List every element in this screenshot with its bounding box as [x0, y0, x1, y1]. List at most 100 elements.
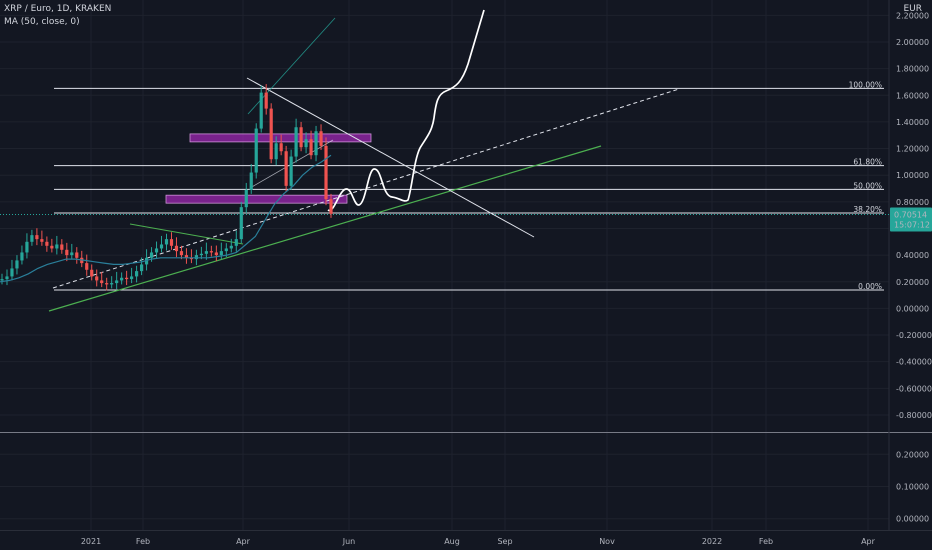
- x-axis-tick-label: Apr: [236, 537, 251, 546]
- candle-body: [179, 251, 184, 256]
- candle: [179, 245, 184, 260]
- candle: [239, 201, 243, 244]
- last-price-tag: [890, 207, 932, 232]
- candle-body: [214, 252, 218, 256]
- candle: [35, 228, 39, 246]
- candle-body: [234, 239, 238, 246]
- y-axis-tick-label: 1.60000: [896, 91, 929, 100]
- candle: [5, 269, 9, 286]
- candle: [90, 264, 94, 281]
- candle-body: [60, 244, 64, 250]
- candle: [299, 121, 303, 152]
- candle-body: [194, 255, 199, 260]
- y-axis-tick-label: 2.00000: [896, 38, 929, 47]
- candle-body: [229, 245, 233, 249]
- candle-body: [35, 235, 39, 240]
- candle: [274, 136, 278, 166]
- y-axis-tick-label: 1.20000: [896, 145, 929, 154]
- candle-body: [174, 245, 179, 252]
- candle: [254, 123, 258, 179]
- candle: [0, 273, 4, 285]
- candle-body: [239, 207, 243, 240]
- candle-body: [50, 245, 54, 249]
- candle-body: [25, 241, 29, 253]
- candle-body: [110, 283, 114, 285]
- candle-body: [279, 143, 283, 152]
- y-axis-tick-label: 0.20000: [896, 278, 929, 287]
- candle-body: [324, 145, 328, 200]
- candle-body: [294, 127, 298, 157]
- rising-support-trendline: [48, 145, 602, 312]
- candle-body: [284, 151, 288, 186]
- candle-body: [189, 257, 194, 260]
- candle: [100, 271, 104, 288]
- candle: [154, 241, 159, 259]
- candle-body: [264, 92, 268, 109]
- candle: [264, 84, 268, 115]
- candle: [65, 242, 69, 262]
- candle: [294, 118, 298, 163]
- x-axis-tick-label: 2022: [702, 537, 722, 546]
- y-axis-tick-label: 0.10000: [896, 483, 929, 492]
- candle-body: [289, 156, 293, 186]
- candle-body: [70, 252, 74, 256]
- candle-body: [55, 244, 59, 249]
- candle-body: [269, 108, 273, 160]
- fib-level-label: 38.20%: [853, 205, 882, 214]
- candle: [134, 265, 139, 283]
- legend-ma[interactable]: MA (50, close, 0): [4, 17, 80, 27]
- candle-body: [45, 241, 49, 246]
- y-axis-tick-label: 0.40000: [896, 251, 929, 260]
- candle: [125, 270, 129, 286]
- candle: [159, 235, 164, 253]
- candle-body: [219, 251, 223, 256]
- candle: [60, 239, 64, 254]
- candle-body: [314, 131, 318, 156]
- small-trendline: [129, 223, 244, 245]
- candle: [204, 242, 208, 260]
- last-price-value: 0.70514: [894, 210, 927, 219]
- candle-body: [204, 251, 208, 254]
- candle: [184, 248, 189, 264]
- legend-symbol[interactable]: XRP / Euro, 1D, KRAKEN: [4, 4, 112, 14]
- candle-body: [244, 189, 248, 208]
- y-axis-tick-label: -0.40000: [896, 358, 932, 367]
- y-axis-tick-label: 0.00000: [896, 304, 929, 313]
- candle-body: [184, 255, 189, 258]
- y-axis-tick-label: 2.20000: [896, 11, 929, 20]
- candle-body: [144, 257, 149, 265]
- candle-body: [130, 276, 134, 280]
- candle: [289, 149, 293, 190]
- x-axis-tick-label: Feb: [136, 537, 150, 546]
- bar-countdown: 15:07:12: [894, 220, 930, 229]
- candle-body: [90, 269, 94, 277]
- candle: [329, 193, 333, 218]
- candle-body: [309, 139, 313, 156]
- candle-body: [329, 199, 333, 214]
- candle: [30, 229, 34, 246]
- candle-body: [20, 252, 24, 261]
- candle-body: [15, 260, 19, 269]
- x-axis-tick-label: 2021: [81, 537, 101, 546]
- candle: [50, 238, 54, 253]
- candle: [284, 145, 288, 192]
- candle: [95, 269, 99, 287]
- candle-body: [299, 127, 303, 148]
- candle-body: [169, 239, 174, 246]
- candle: [229, 238, 233, 253]
- candle-body: [105, 283, 109, 285]
- candle: [314, 125, 318, 162]
- candle-body: [149, 252, 154, 258]
- candle-body: [100, 280, 104, 284]
- candle-body: [134, 271, 139, 277]
- x-axis-tick-label: Jun: [342, 537, 356, 546]
- candle-body: [199, 253, 203, 256]
- candle-body: [249, 172, 253, 190]
- candle: [304, 132, 308, 154]
- candle: [279, 134, 283, 156]
- fib-retracement: [54, 87, 884, 291]
- candle-body: [75, 252, 79, 258]
- y-axis-tick-label: 0.20000: [896, 450, 929, 459]
